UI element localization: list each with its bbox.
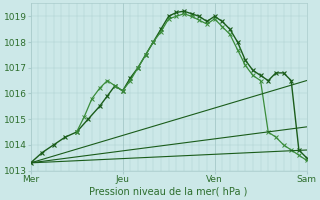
X-axis label: Pression niveau de la mer( hPa ): Pression niveau de la mer( hPa )	[89, 187, 248, 197]
